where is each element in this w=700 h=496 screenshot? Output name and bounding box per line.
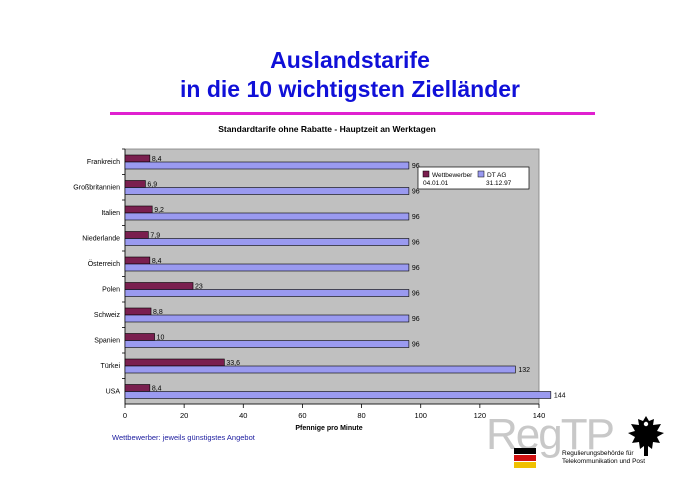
data-label-wettbewerber: 7,9 bbox=[150, 233, 160, 240]
page-title: Auslandstarife in die 10 wichtigsten Zie… bbox=[0, 46, 700, 104]
data-label-wettbewerber: 8,4 bbox=[152, 258, 162, 265]
x-tick-label: 60 bbox=[298, 411, 306, 420]
title-line-1: Auslandstarife bbox=[270, 47, 430, 73]
bar-dtag bbox=[124, 314, 410, 323]
bar-dtag bbox=[124, 187, 410, 195]
data-label-dtag: 96 bbox=[412, 163, 420, 170]
x-tick-label: 140 bbox=[533, 411, 546, 420]
x-tick-label: 20 bbox=[180, 411, 188, 420]
data-label-wettbewerber: 9,2 bbox=[154, 207, 164, 214]
bar-wettbewerber bbox=[124, 205, 153, 214]
legend-swatch-dtag bbox=[477, 170, 485, 178]
data-label-wettbewerber: 8,4 bbox=[152, 386, 162, 393]
x-tick-label: 100 bbox=[414, 411, 427, 420]
category-label: Frankreich bbox=[87, 159, 120, 166]
data-label-wettbewerber: 8,4 bbox=[152, 156, 162, 163]
data-label-dtag: 144 bbox=[554, 393, 566, 400]
x-tick-label: 40 bbox=[239, 411, 247, 420]
regtp-logo: RegTP bbox=[486, 410, 615, 460]
bar-dtag bbox=[124, 365, 516, 374]
bar-dtag bbox=[124, 391, 552, 399]
authority-line-2: Telekommunikation und Post bbox=[562, 458, 646, 465]
data-label-dtag: 96 bbox=[412, 189, 420, 196]
data-label-dtag: 96 bbox=[412, 240, 420, 247]
x-tick-label: 80 bbox=[357, 411, 365, 420]
x-tick-label: 0 bbox=[123, 411, 127, 420]
x-tick-label: 120 bbox=[474, 411, 487, 420]
bar-wettbewerber bbox=[124, 358, 225, 367]
data-label-wettbewerber: 23 bbox=[195, 284, 203, 291]
authority-line-1: Regulierungsbehörde für bbox=[562, 450, 634, 457]
bar-wettbewerber bbox=[124, 154, 151, 163]
chart-title: Standardtarife ohne Rabatte - Hauptzeit … bbox=[218, 124, 436, 134]
bar-wettbewerber bbox=[124, 333, 155, 341]
bar-dtag bbox=[124, 289, 410, 297]
bar-dtag bbox=[124, 340, 410, 348]
bar-wettbewerber bbox=[124, 180, 146, 188]
data-label-dtag: 96 bbox=[412, 342, 420, 349]
bar-dtag bbox=[124, 212, 410, 221]
bar-dtag bbox=[124, 161, 410, 170]
category-label: Italien bbox=[101, 210, 120, 217]
bar-wettbewerber bbox=[124, 282, 194, 290]
authority-name: Regulierungsbehörde für Telekommunikatio… bbox=[562, 450, 645, 466]
data-label-wettbewerber: 8,8 bbox=[153, 309, 163, 316]
data-label-dtag: 96 bbox=[412, 291, 420, 298]
bar-wettbewerber bbox=[124, 231, 149, 239]
federal-eagle-icon bbox=[628, 416, 664, 456]
title-line-2: in die 10 wichtigsten Zielländer bbox=[180, 76, 520, 102]
bar-wettbewerber bbox=[124, 256, 151, 265]
bar-wettbewerber bbox=[124, 384, 151, 392]
data-label-dtag: 96 bbox=[412, 265, 420, 272]
data-label-wettbewerber: 10 bbox=[157, 335, 165, 342]
category-label: Schweiz bbox=[94, 312, 121, 319]
legend-date-wettbewerber: 04.01.01 bbox=[423, 180, 449, 187]
category-label: Österreich bbox=[88, 260, 120, 268]
data-label-dtag: 96 bbox=[412, 316, 420, 323]
category-label: Polen bbox=[102, 287, 120, 294]
category-label: Türkei bbox=[101, 363, 121, 370]
category-label: USA bbox=[106, 389, 121, 396]
data-label-dtag: 96 bbox=[412, 214, 420, 221]
category-label: Niederlande bbox=[82, 236, 120, 243]
data-label-dtag: 132 bbox=[518, 367, 530, 374]
title-divider bbox=[110, 112, 595, 115]
logo-flag-stripes bbox=[514, 448, 536, 468]
category-label: Spanien bbox=[94, 338, 120, 345]
legend-date-dtag: 31.12.97 bbox=[486, 180, 512, 187]
x-axis-label: Pfennige pro Minute bbox=[295, 425, 362, 432]
footnote: Wettbewerber: jeweils günstigstes Angebo… bbox=[112, 433, 255, 442]
legend-box bbox=[417, 166, 530, 190]
legend-swatch-wettbewerber bbox=[422, 170, 430, 178]
data-label-wettbewerber: 6,9 bbox=[147, 182, 157, 189]
bar-wettbewerber bbox=[124, 307, 152, 316]
bar-dtag bbox=[124, 238, 410, 246]
bar-dtag bbox=[124, 263, 410, 272]
legend-label-dtag: DT AG bbox=[487, 172, 506, 179]
category-label: Großbritannien bbox=[73, 185, 120, 192]
legend-label-wettbewerber: Wettbewerber bbox=[432, 172, 473, 179]
regtp-wordmark: RegTP bbox=[486, 410, 615, 459]
data-label-wettbewerber: 33,6 bbox=[226, 360, 240, 367]
